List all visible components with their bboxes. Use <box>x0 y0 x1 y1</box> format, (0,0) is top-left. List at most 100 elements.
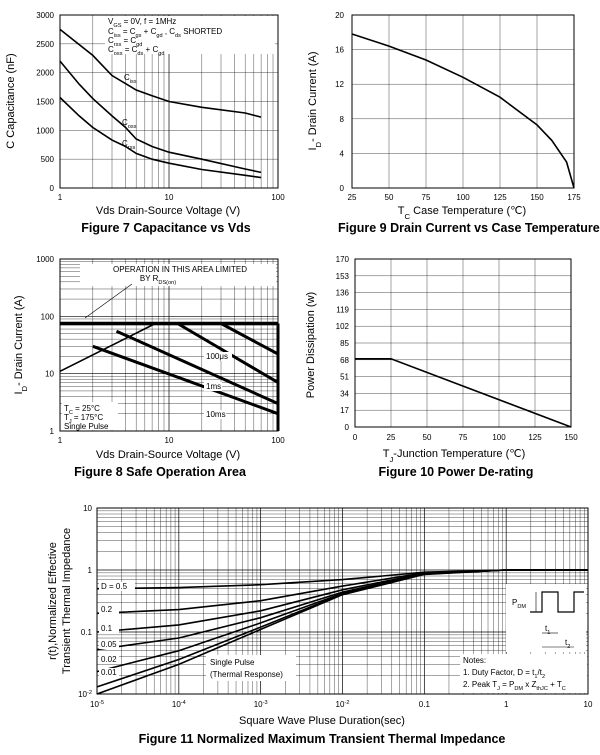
fig10-ytick: 17 <box>340 406 349 415</box>
fig11-frame <box>96 507 589 695</box>
fig9-ytick: 4 <box>340 149 345 158</box>
fig8-xtick: 1 <box>58 436 63 445</box>
fig10-title: Figure 10 Power De-rating <box>379 465 534 479</box>
fig7-title: Figure 7 Capacitance vs Vds <box>81 221 251 235</box>
fig8-label-bg <box>204 382 222 391</box>
fig11-ylabel-line1: r(t),Normalized Effective <box>47 542 59 660</box>
fig9-frame <box>351 14 575 189</box>
fig8-curve-rdson <box>59 322 156 373</box>
fig11-notes-title: Notes: <box>463 656 486 665</box>
fig11-curve-singlepulse <box>96 569 588 695</box>
fig8-annot-box <box>80 264 276 286</box>
fig11-ytick: 1 <box>88 566 93 575</box>
fig8-label-10ms: 10ms <box>206 410 226 419</box>
fig11-ytick: 10 <box>83 504 92 513</box>
fig8-annot-arrow <box>84 283 133 319</box>
fig9-xtick: 100 <box>456 193 470 202</box>
fig7-label-ciss: Ciss <box>124 73 137 85</box>
fig11-xtick: 10-2 <box>336 700 350 709</box>
fig11-label-d: 0.02 <box>101 655 117 664</box>
fig11-xtick: 10-4 <box>172 700 186 709</box>
fig9-ytick: 20 <box>335 11 344 20</box>
fig8-curve-10ms <box>115 329 279 405</box>
fig7-label-crss: Crss <box>122 139 135 151</box>
fig10-frame <box>354 258 572 428</box>
fig8-cond-tj: TJ = 175°C <box>64 413 103 425</box>
fig11-label-d: 0.01 <box>101 668 117 677</box>
fig9-xtick: 150 <box>530 193 544 202</box>
fig11-single-pulse-sub: (Thermal Response) <box>210 670 283 679</box>
fig11-label-d: 0.2 <box>101 605 113 614</box>
fig7-frame <box>59 14 279 189</box>
fig9-xtick: 25 <box>348 193 357 202</box>
fig10-xtick: 25 <box>387 433 396 442</box>
fig8-ytick: 100 <box>41 312 55 321</box>
fig10-ytick: 68 <box>340 356 349 365</box>
fig11-pulse-wave <box>530 591 584 613</box>
fig7-xtick: 1 <box>58 193 63 202</box>
fig10-ytick: 170 <box>336 255 350 264</box>
fig9-ylabel: ID- Drain Current (A) <box>307 51 323 150</box>
fig8-label-100us: 100μs <box>206 352 228 361</box>
fig8-xlabel: Vds Drain-Source Voltage (V) <box>96 449 240 461</box>
fig11-pulse-diagram <box>506 584 586 652</box>
fig7-curve-crss <box>59 96 262 179</box>
fig7-ytick: 500 <box>41 155 55 164</box>
fig11-label-d: 0.1 <box>101 624 113 633</box>
fig8-label-bg <box>204 352 232 361</box>
fig11-title: Figure 11 Normalized Maximum Transient T… <box>139 732 506 746</box>
fig10-ytick: 0 <box>345 423 350 432</box>
fig9-ytick: 0 <box>340 184 345 193</box>
fig7-legend-line2: Ciss = Cgs + Cgd , Cds SHORTED <box>108 27 222 39</box>
fig10-ytick: 153 <box>336 272 350 281</box>
fig10-xtick: 150 <box>564 433 578 442</box>
fig9-title: Figure 9 Drain Current vs Case Temperatu… <box>338 221 600 235</box>
fig10-xtick: 50 <box>423 433 432 442</box>
fig11-pulse-pdm: PDM <box>512 598 526 610</box>
fig7-curve-ciss <box>59 28 262 118</box>
fig11-label-d: D = 0.5 <box>101 582 128 591</box>
fig9-xtick: 50 <box>385 193 394 202</box>
fig10-grid <box>355 259 571 427</box>
fig11-xtick: 1 <box>504 700 509 709</box>
fig10-curve-pd <box>355 357 572 428</box>
fig8-xtick: 100 <box>271 436 285 445</box>
fig7-ytick: 0 <box>50 184 55 193</box>
fig7-ytick: 2000 <box>36 69 54 78</box>
fig8-label-bg <box>204 410 226 419</box>
fig8-xtick: 10 <box>165 436 174 445</box>
fig11-pulse-t1: t1 <box>545 624 550 636</box>
fig7-ylabel: C Capacitance (nF) <box>5 53 17 148</box>
fig11-single-pulse-box <box>206 655 296 681</box>
fig10-xlabel: TJ-Junction Temperature (℃) <box>383 448 526 464</box>
fig8-cond-box <box>62 402 118 430</box>
fig7-curve-coss <box>59 60 262 174</box>
fig11-note2: 2. Peak TJ = PDM x ZthJC + TC <box>463 680 566 692</box>
fig11-label-bg <box>99 640 119 649</box>
fig10-xtick: 100 <box>492 433 506 442</box>
fig11-ytick: 10-2 <box>78 690 92 699</box>
fig11-xtick: 10 <box>584 700 593 709</box>
fig11-label-d: 0.05 <box>101 640 117 649</box>
fig9-xlabel: TC Case Temperature (℃) <box>398 205 526 221</box>
fig8-ylabel: ID- Drain Current (A) <box>13 295 29 394</box>
fig7-legend-line3: Crss = Cgd <box>108 36 142 48</box>
fig7-legend-line1: VGS = 0V, f = 1MHz <box>108 17 176 29</box>
fig7-xtick: 10 <box>165 193 174 202</box>
fig10-ylabel: Power Dissipation (w) <box>305 292 317 398</box>
fig11-note1: 1. Duty Factor, D = t1/t2 <box>463 668 545 680</box>
fig8-curve-dc <box>92 344 279 416</box>
fig8-curve-100s <box>220 322 279 356</box>
fig11-xlabel: Square Wave Pluse Duration(sec) <box>239 715 405 727</box>
fig10-ytick: 136 <box>336 289 350 298</box>
fig11-single-pulse-label: Single Pulse <box>210 658 255 667</box>
fig7-ytick: 2500 <box>36 40 54 49</box>
fig8-annot-limit1: OPERATION IN THIS AREA LIMITED <box>113 265 247 274</box>
fig10-ytick: 51 <box>340 373 349 382</box>
fig9-curve-id <box>351 33 575 189</box>
fig11-notes-box <box>460 654 587 693</box>
fig10-ytick: 85 <box>340 339 349 348</box>
fig7-ytick: 1000 <box>36 126 54 135</box>
fig8-label-1ms: 1ms <box>206 382 221 391</box>
